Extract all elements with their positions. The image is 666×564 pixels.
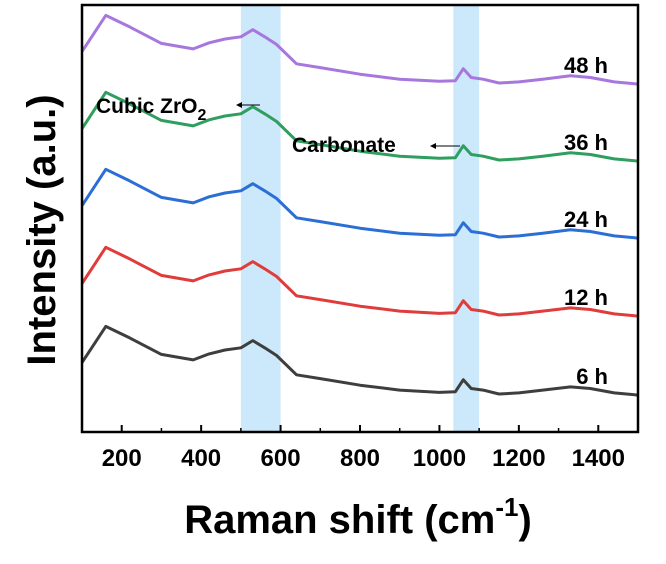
carbonate-band (453, 5, 480, 432)
carbonate-arrowhead (430, 143, 436, 149)
x-tick-label: 1400 (572, 445, 625, 472)
x-tick-label: 400 (181, 445, 221, 472)
cubic-zro2-arrowhead (236, 102, 242, 108)
series-labels: 6 h 12 h 24 h 36 h 48 h (564, 53, 608, 389)
axes-box (80, 3, 640, 434)
series-line-36h (80, 90, 639, 163)
plot-frame (80, 3, 640, 434)
cubic-zro2-text: Cubic ZrO (96, 95, 198, 118)
series-label-36h: 36 h (564, 130, 608, 155)
x-axis-title-main: Raman shift (cm (184, 498, 495, 542)
series-line-48h (80, 13, 639, 86)
y-axis-title: Intensity (a.u.) (20, 94, 64, 365)
series-label-12h: 12 h (564, 285, 608, 310)
x-tick-label: 600 (261, 445, 301, 472)
cubic-zro2-band (240, 5, 281, 432)
spectra-lines (80, 13, 639, 397)
x-axis-title: Raman shift (cm-1) (184, 492, 532, 542)
x-tick-label: 200 (102, 445, 142, 472)
series-line-24h (80, 167, 639, 240)
series-label-6h: 6 h (576, 364, 608, 389)
cubic-zro2-subscript: 2 (198, 107, 207, 124)
annotations: Cubic ZrO2 Carbonate (96, 95, 460, 157)
highlight-bands (240, 5, 480, 432)
x-tick-label: 1200 (492, 445, 545, 472)
series-label-24h: 24 h (564, 207, 608, 232)
carbonate-annotation: Carbonate (292, 134, 396, 157)
x-axis-title-end: ) (518, 498, 531, 542)
x-tick-label: 1000 (413, 445, 466, 472)
series-label-48h: 48 h (564, 53, 608, 78)
x-axis-title-sup: -1 (495, 492, 518, 522)
x-ticks: 200 400 600 800 1000 1200 1400 (81, 425, 639, 472)
series-line-6h (80, 324, 639, 397)
cubic-zro2-annotation: Cubic ZrO2 (96, 95, 207, 124)
series-line-12h (80, 245, 639, 318)
x-tick-label: 800 (340, 445, 380, 472)
